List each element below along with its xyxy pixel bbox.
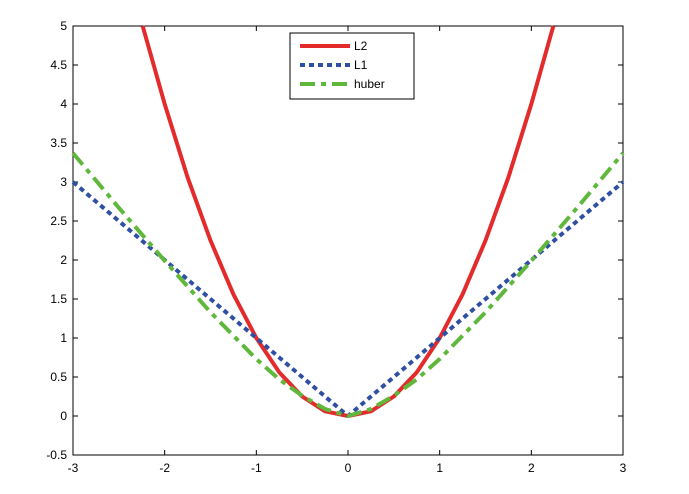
- series-layer: [71, 25, 625, 418]
- y-tick-label: 3: [60, 175, 67, 189]
- y-tick-label: 3.5: [50, 136, 67, 150]
- y-tick-label: 4: [60, 97, 67, 111]
- legend-box: [289, 32, 415, 100]
- y-tick-label: 0.5: [50, 370, 67, 384]
- x-tick-label: 1: [436, 461, 443, 475]
- y-tick-label: 2.5: [50, 214, 67, 228]
- y-tick-label: -0.5: [46, 448, 67, 462]
- axes-layer: -3 -2 -1 0 1 2 3 -0.5 0 0.5 1 1.5 2 2.5 3 3.5 4 4.5 5: [46, 19, 626, 475]
- series-line-huber: [71, 151, 625, 418]
- x-tick-label: 2: [528, 461, 535, 475]
- legend-label-l2: L2: [354, 39, 368, 53]
- y-tick-label: 1: [60, 331, 67, 345]
- x-tick-label: -2: [159, 461, 170, 475]
- legend-layer: L2 L1 huber: [289, 32, 415, 100]
- legend-label-l1: L1: [354, 58, 368, 72]
- y-tick-label: 5: [60, 19, 67, 33]
- y-tick-label: 0: [60, 409, 67, 423]
- y-tick-label: 2: [60, 253, 67, 267]
- legend-label-huber: huber: [354, 77, 385, 91]
- y-tick-label: 1.5: [50, 292, 67, 306]
- x-tick-label: 3: [620, 461, 627, 475]
- x-tick-label: -3: [68, 461, 79, 475]
- x-tick-label: -1: [251, 461, 262, 475]
- y-tick-label: 4.5: [50, 58, 67, 72]
- x-tick-label: 0: [345, 461, 352, 475]
